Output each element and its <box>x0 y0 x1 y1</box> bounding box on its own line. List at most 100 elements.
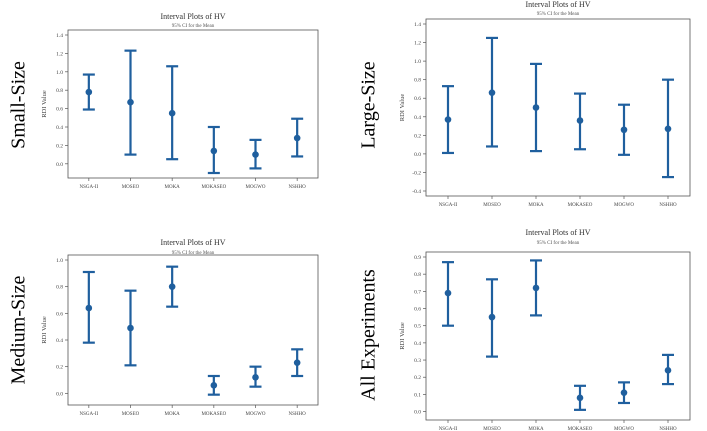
y-tick-label: 1.2 <box>56 51 63 57</box>
mean-point <box>620 389 628 396</box>
mean-point <box>127 98 134 106</box>
side-label: Medium-Size <box>8 275 30 384</box>
side-label: Small-Size <box>8 61 30 149</box>
y-tick-label: 0.6 <box>414 96 421 102</box>
mean-point <box>488 89 496 96</box>
side-label: Large-Size <box>358 61 380 148</box>
y-tick-label: 0.4 <box>414 341 421 347</box>
y-tick-label: 0.0 <box>414 410 421 416</box>
y-axis-label: RDI Value <box>399 322 406 350</box>
x-tick-label: NSHHO <box>659 427 677 431</box>
x-tick-label: MOKASEO <box>201 185 226 190</box>
x-tick-label: MOSEO <box>122 185 140 190</box>
y-tick-label: 0.6 <box>56 311 63 317</box>
y-tick-label: 0.4 <box>56 338 63 344</box>
x-tick-label: NSHHO <box>289 185 307 190</box>
y-tick-label: 0.8 <box>414 78 421 84</box>
x-tick-label: MOGWO <box>614 203 634 208</box>
x-tick-label: NSGA-II <box>439 203 458 208</box>
y-tick-label: 0.3 <box>414 358 421 364</box>
chart-title: Interval Plots of HV <box>525 0 590 9</box>
chart-panel-3: All Experiments Interval Plots of HV 95% C… <box>358 228 691 431</box>
mean-point <box>488 313 496 321</box>
y-tick-label: 0.9 <box>414 255 421 261</box>
mean-point <box>293 359 301 366</box>
y-tick-label: 0.8 <box>56 88 63 94</box>
x-tick-label: MOKA <box>165 412 181 417</box>
x-tick-label: MOGWO <box>246 412 266 417</box>
mean-point <box>252 151 259 158</box>
x-tick-label: MOKASEO <box>568 203 593 208</box>
x-tick-label: MOSEO <box>483 427 501 431</box>
x-tick-label: MOGWO <box>614 427 634 431</box>
chart-panel-0: Small-Size Interval Plots of HV 95% CI for… <box>8 12 319 190</box>
mean-point <box>127 324 134 332</box>
x-tick-label: MOKA <box>528 203 544 208</box>
mean-point <box>444 289 452 297</box>
x-tick-label: MOKA <box>528 427 544 431</box>
plot-frame <box>425 18 691 197</box>
y-tick-label: 0.8 <box>414 272 421 278</box>
chart-subtitle: 95% CI for the Mean <box>172 251 215 256</box>
mean-point <box>664 125 672 133</box>
x-tick-label: MOSEO <box>122 412 140 417</box>
chart-title: Interval Plots of HV <box>160 12 225 21</box>
mean-point <box>620 126 628 134</box>
mean-point <box>576 394 584 402</box>
y-tick-label: 1.0 <box>56 70 63 76</box>
plot-frame <box>425 251 691 421</box>
plot-frame <box>67 29 319 179</box>
x-tick-label: MOGWO <box>246 185 266 190</box>
mean-point <box>210 382 218 389</box>
x-tick-label: NSGA-II <box>80 185 99 190</box>
x-tick-label: MOKA <box>165 185 181 190</box>
x-tick-label: NSGA-II <box>439 427 458 431</box>
mean-point <box>293 134 301 142</box>
chart-title: Interval Plots of HV <box>160 238 225 247</box>
mean-point <box>168 283 176 290</box>
side-label: All Experiments <box>358 269 380 401</box>
x-tick-label: MOKASEO <box>201 412 226 417</box>
y-tick-label: 0.2 <box>414 133 421 139</box>
y-tick-label: 0.7 <box>414 289 421 295</box>
chart-panel-1: Large-Size Interval Plots of HV 95% CI for… <box>358 0 691 208</box>
y-axis-label: RDI Value <box>399 94 406 122</box>
x-tick-label: NSGA-II <box>80 412 99 417</box>
y-axis-label: RDI Value <box>41 316 48 344</box>
y-tick-label: 1.4 <box>414 22 421 28</box>
y-tick-label: 1.0 <box>414 59 421 65</box>
mean-point <box>532 284 540 292</box>
y-tick-label: 1.2 <box>414 41 421 47</box>
y-tick-label: 0.8 <box>56 285 63 291</box>
y-tick-label: 0.4 <box>56 125 63 131</box>
chart-title: Interval Plots of HV <box>525 228 590 237</box>
chart-subtitle: 95% CI for the Mean <box>172 24 215 29</box>
y-tick-label: 0.0 <box>414 152 421 158</box>
x-tick-label: MOSEO <box>483 203 501 208</box>
x-tick-label: MOKASEO <box>568 427 593 431</box>
mean-point <box>168 109 176 117</box>
mean-point <box>444 116 452 123</box>
mean-point <box>532 104 540 111</box>
mean-point <box>664 367 672 374</box>
y-tick-label: 0.6 <box>414 307 421 313</box>
y-tick-label: -0.2 <box>412 170 421 176</box>
y-axis-label: RDI Value <box>41 90 48 118</box>
plot-frame <box>67 254 319 406</box>
y-tick-label: 0.0 <box>56 391 63 397</box>
x-tick-label: NSHHO <box>659 203 677 208</box>
x-tick-label: NSHHO <box>289 412 307 417</box>
chart-subtitle: 95% CI for the Mean <box>537 12 580 17</box>
y-tick-label: 0.2 <box>414 375 421 381</box>
y-tick-label: 0.2 <box>56 143 63 149</box>
y-tick-label: 0.6 <box>56 107 63 113</box>
y-tick-label: 0.1 <box>414 392 421 398</box>
y-tick-label: 0.5 <box>414 324 421 330</box>
chart-panel-2: Medium-Size Interval Plots of HV 95% CI fo… <box>8 238 319 417</box>
chart-subtitle: 95% CI for the Mean <box>537 241 580 246</box>
y-tick-label: -0.4 <box>412 189 421 195</box>
y-tick-label: 0.4 <box>414 115 421 121</box>
y-tick-label: 0.0 <box>56 162 63 168</box>
mean-point <box>210 147 218 155</box>
